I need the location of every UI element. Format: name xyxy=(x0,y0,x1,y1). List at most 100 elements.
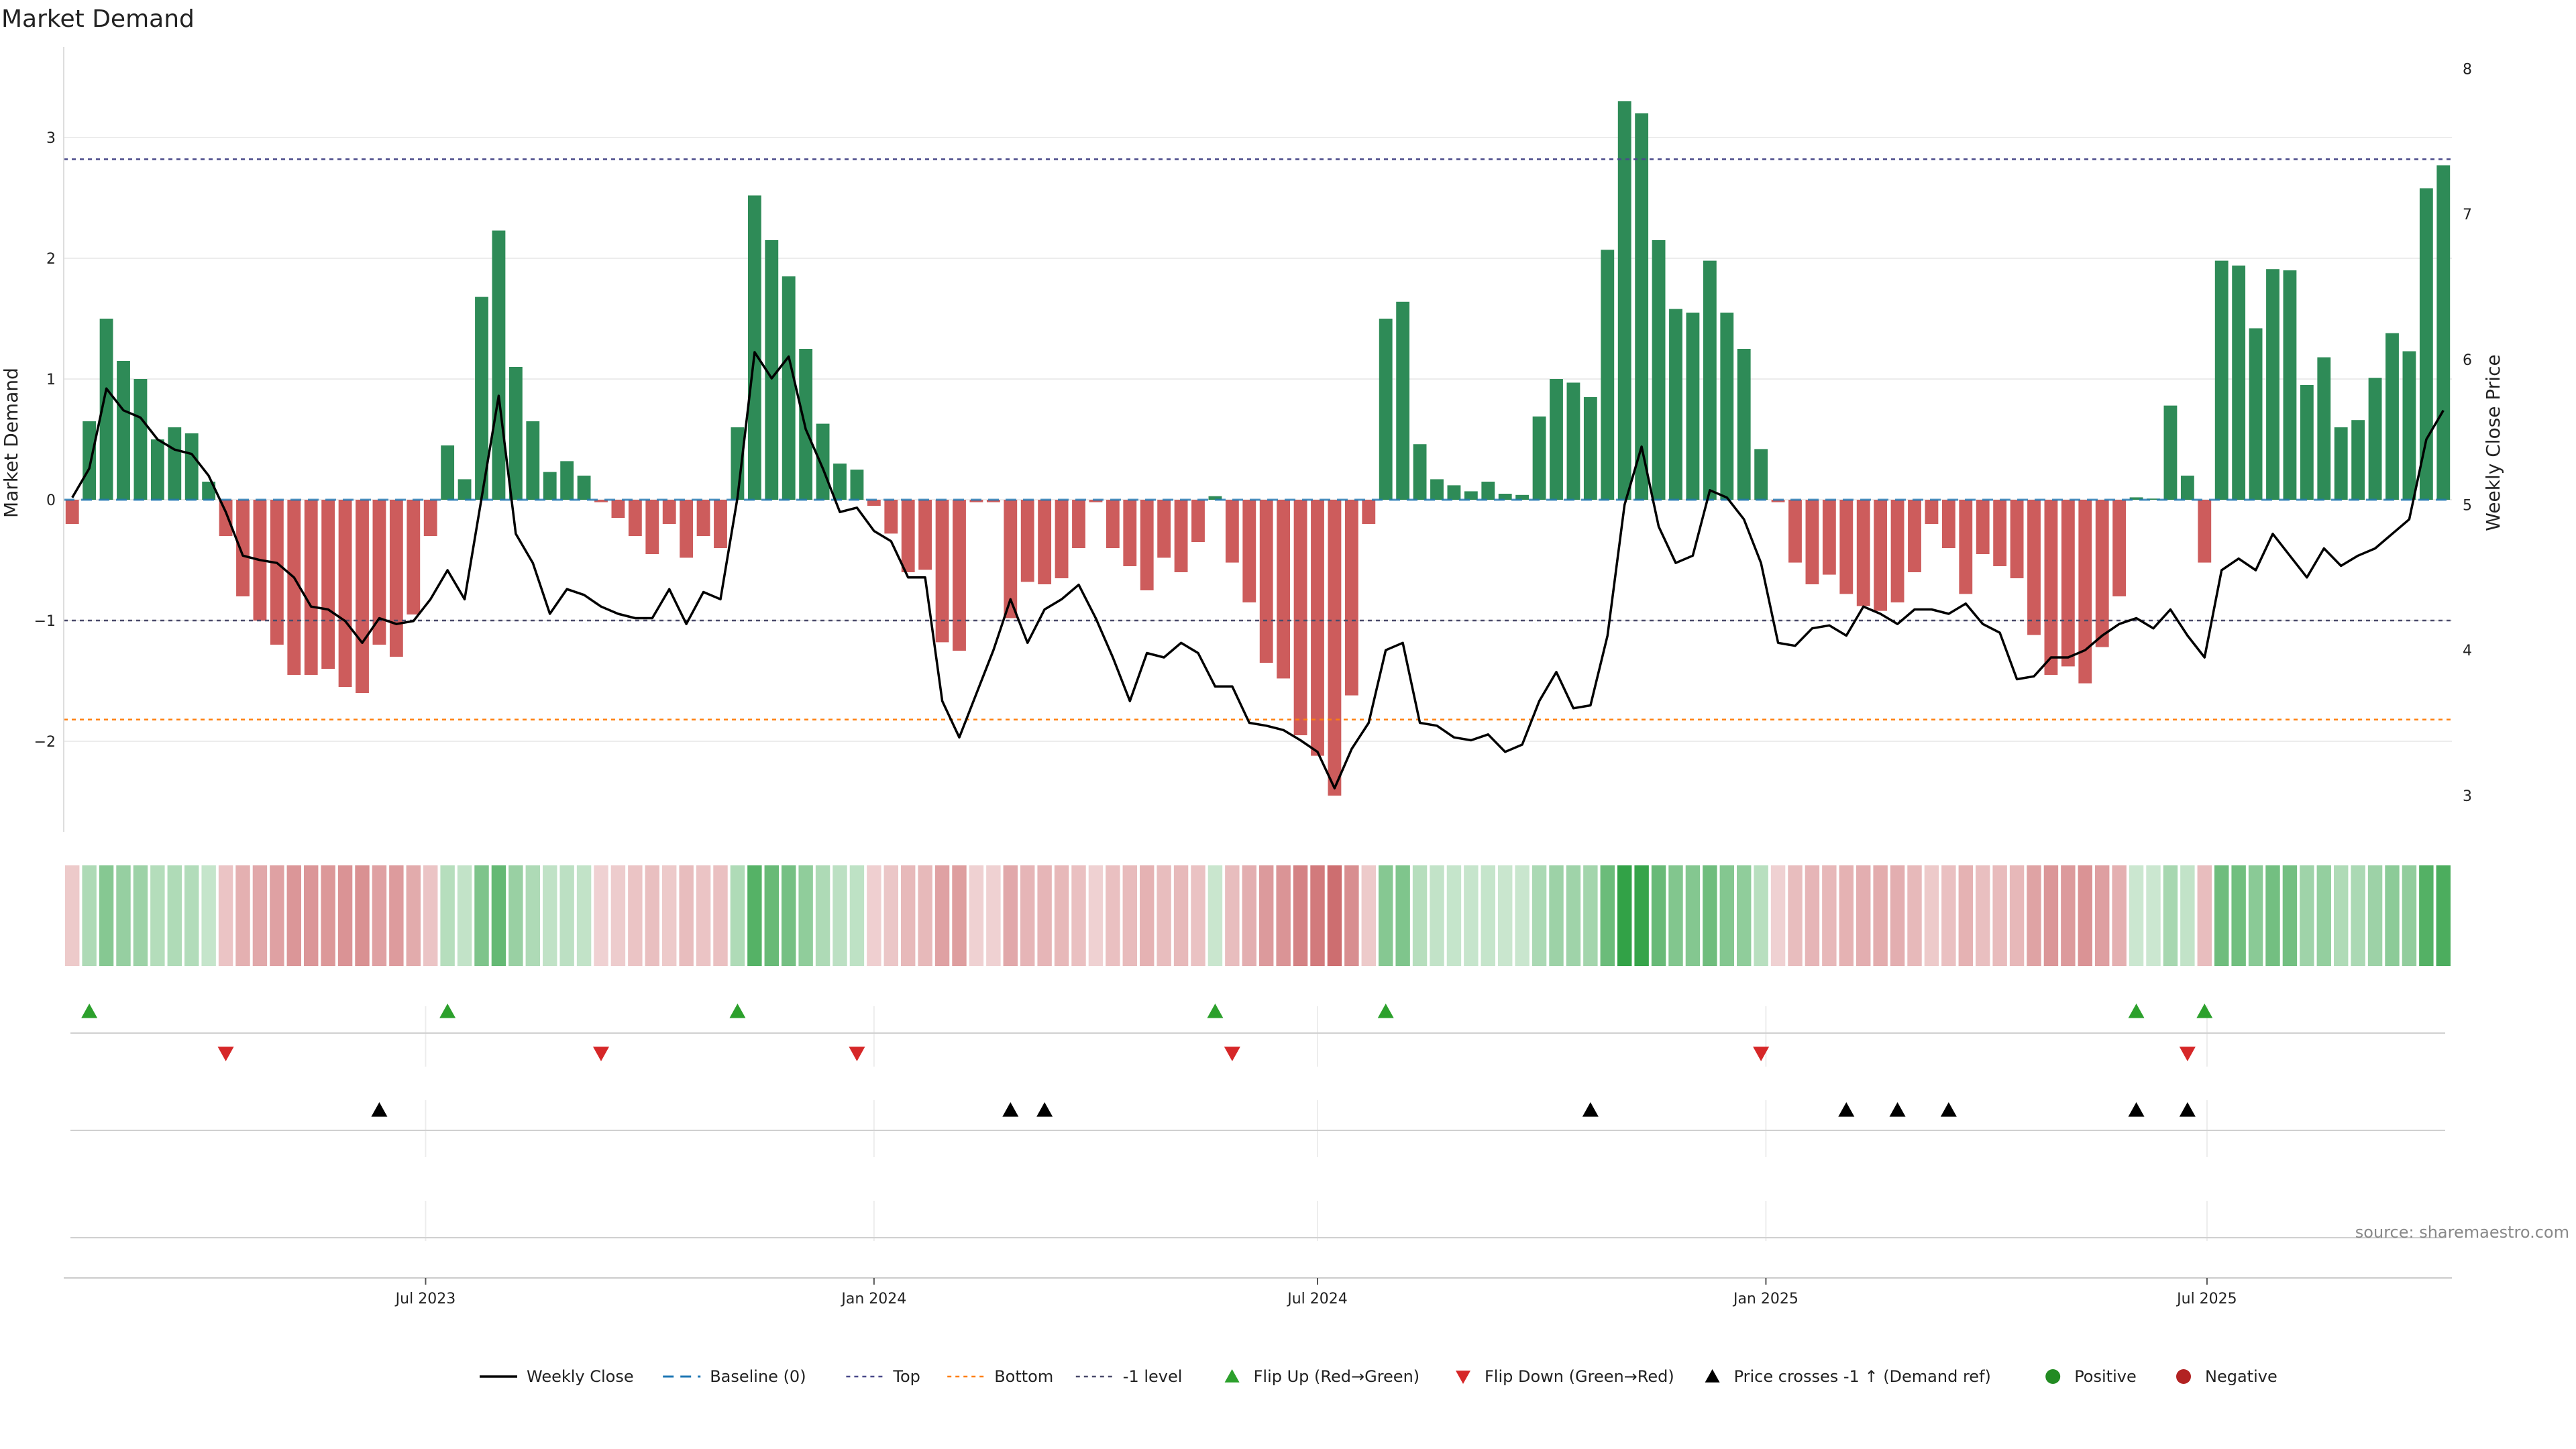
heat-cell xyxy=(270,865,284,966)
y2-axis-title: Weekly Close Price xyxy=(2482,354,2504,531)
heat-cell xyxy=(1173,865,1189,966)
chart-title: Market Demand xyxy=(1,5,195,33)
demand-bar xyxy=(2402,351,2416,500)
demand-bar xyxy=(1976,500,1990,554)
heat-cell xyxy=(474,865,489,966)
heat-cell xyxy=(65,865,80,966)
heat-cell xyxy=(2351,865,2365,966)
demand-bar xyxy=(594,500,608,502)
demand-bar xyxy=(389,500,403,657)
demand-bar xyxy=(2385,333,2399,500)
demand-bar xyxy=(1737,349,1751,500)
heat-cell xyxy=(235,865,250,966)
demand-bar xyxy=(2147,498,2160,500)
heat-cell xyxy=(252,865,268,966)
demand-bar xyxy=(1140,500,1154,590)
demand-bar xyxy=(1379,319,1393,500)
legend-item-cross: Price crosses -1 ↑ (Demand ref) xyxy=(1705,1367,1991,1386)
heat-cell xyxy=(1583,865,1598,966)
x-tick-label: Jul 2024 xyxy=(1286,1291,1348,1307)
demand-bar xyxy=(2078,500,2092,684)
demand-bar xyxy=(747,195,761,500)
flip-up-marker xyxy=(2128,1004,2145,1018)
y2-tick-label: 6 xyxy=(2463,352,2472,369)
demand-bar xyxy=(1464,491,1478,500)
heat-cell xyxy=(2027,865,2041,966)
heat-cell xyxy=(1088,865,1104,966)
axes-layer: −2 −1 0 1 2 3 3 4 5 6 7 8 xyxy=(34,47,2472,832)
demand-bar xyxy=(2436,165,2451,500)
heat-cell xyxy=(321,865,335,966)
legend-item-pos_dot: Positive xyxy=(2045,1367,2137,1386)
demand-bar xyxy=(1669,309,1682,500)
heat-cell xyxy=(918,865,932,966)
demand-bar xyxy=(508,367,523,500)
heat-cell xyxy=(986,865,1001,966)
price-cross-marker xyxy=(1036,1102,1053,1117)
flip-down-marker xyxy=(2179,1046,2196,1061)
heat-cell xyxy=(1259,865,1274,966)
heat-cell xyxy=(1907,865,1922,966)
demand-bar xyxy=(1020,500,1034,582)
heat-cell xyxy=(2163,865,2178,966)
legend-swatch xyxy=(2176,1369,2191,1384)
demand-bar xyxy=(867,500,881,506)
flip-up-marker xyxy=(81,1004,98,1018)
demand-bar xyxy=(356,500,369,693)
heat-cell xyxy=(1481,865,1495,966)
demand-bar xyxy=(219,500,233,536)
demand-bar xyxy=(2061,500,2075,667)
heat-cell xyxy=(1651,865,1666,966)
heat-cell xyxy=(1754,865,1768,966)
demand-bar xyxy=(2317,357,2331,500)
heat-cell xyxy=(1515,865,1529,966)
legend-item-minus1: -1 level xyxy=(1075,1367,1182,1386)
demand-bar xyxy=(2163,405,2178,500)
demand-bar xyxy=(1004,500,1018,619)
demand-bar xyxy=(1652,240,1666,500)
heat-cell xyxy=(423,865,438,966)
demand-bar xyxy=(1498,494,1512,500)
heat-cell xyxy=(2112,865,2127,966)
heat-cell xyxy=(2282,865,2298,966)
heat-cell xyxy=(372,865,387,966)
price-cross-marker xyxy=(1838,1102,1855,1117)
legend-label: Top xyxy=(892,1367,920,1386)
heat-cell xyxy=(1958,865,1973,966)
heat-cell xyxy=(2180,865,2195,966)
demand-bar xyxy=(1532,416,1546,500)
demand-bar xyxy=(168,427,182,500)
heat-cell xyxy=(1941,865,1956,966)
demand-bar xyxy=(2249,328,2263,500)
heat-cell xyxy=(99,865,114,966)
legend-label: Bottom xyxy=(994,1367,1053,1386)
demand-bar xyxy=(2232,265,2246,500)
heat-cell xyxy=(337,865,353,966)
demand-bar xyxy=(1447,485,1461,500)
heat-cell xyxy=(782,865,796,966)
heat-cell xyxy=(815,865,830,966)
demand-bar xyxy=(338,500,352,687)
heat-cell xyxy=(764,865,779,966)
legend: Weekly Close Baseline (0) Top Bottom -1 leve… xyxy=(480,1367,2277,1386)
heat-cell xyxy=(2214,865,2229,966)
legend-item-neg_dot: Negative xyxy=(2176,1367,2277,1386)
demand-bar xyxy=(2044,500,2058,675)
demand-bar xyxy=(99,319,113,500)
legend-label: Baseline (0) xyxy=(710,1367,806,1386)
demand-bar xyxy=(1311,500,1324,756)
demand-bar xyxy=(304,500,318,675)
demand-bar xyxy=(133,379,148,500)
heat-cell xyxy=(798,865,813,966)
flip-up-marker xyxy=(1377,1004,1394,1018)
demand-bar xyxy=(1362,500,1376,524)
heat-cell xyxy=(849,865,865,966)
heat-strip xyxy=(65,865,2451,966)
legend-item-top: Top xyxy=(846,1367,920,1386)
weekly-close-line xyxy=(71,351,2445,790)
heat-cell xyxy=(1770,865,1786,966)
heat-cell xyxy=(1856,865,1871,966)
heat-cell xyxy=(883,865,898,966)
heat-cell xyxy=(594,865,608,966)
heat-cell xyxy=(218,865,233,966)
